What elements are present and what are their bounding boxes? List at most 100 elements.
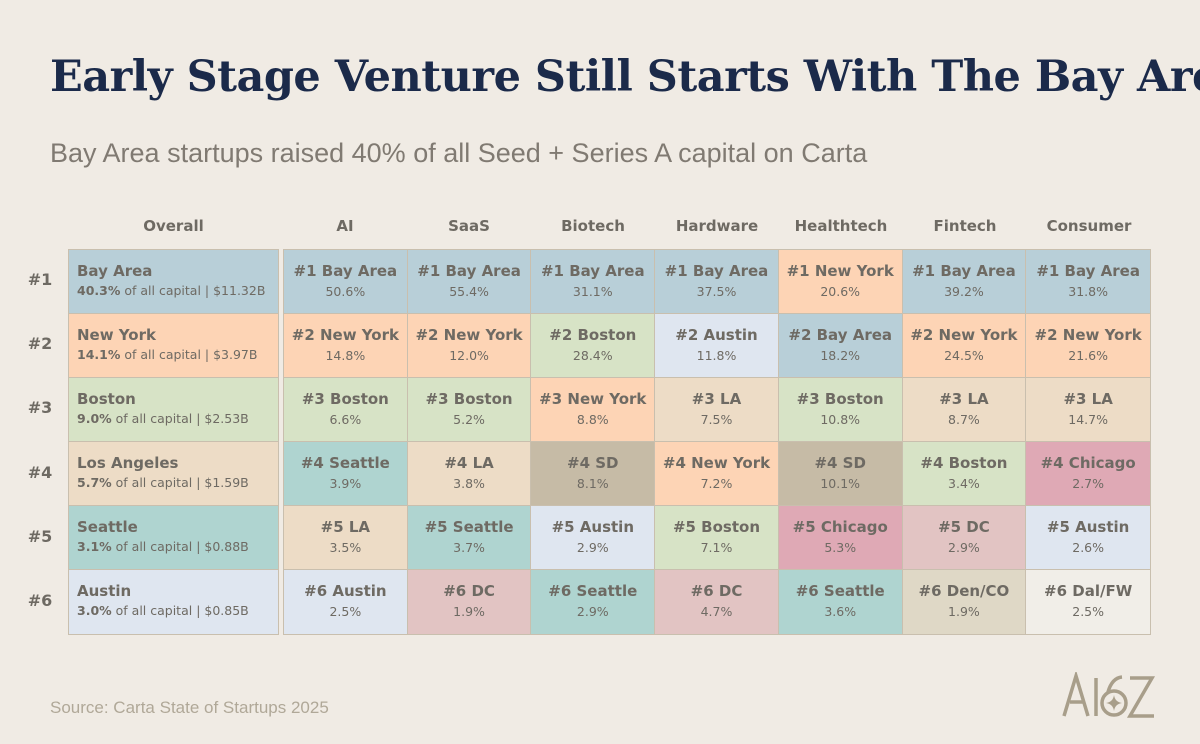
ranking-cell: #6 DC 1.9% [407, 570, 532, 634]
capital-share: 40.3% of all capital | $11.32B [77, 283, 278, 298]
ranking-label: #5 Seattle [424, 518, 514, 536]
ranking-value: 2.9% [948, 540, 980, 555]
ranking-cell: #4 Seattle 3.9% [284, 442, 408, 506]
city-name: Bay Area [77, 262, 153, 280]
share-detail: of all capital | $0.88B [111, 539, 249, 554]
ranking-cell: #4 Boston 3.4% [902, 442, 1027, 506]
ranking-value: 8.7% [948, 412, 980, 427]
ranking-cell: #5 Chicago 5.3% [778, 506, 903, 570]
ranking-value: 14.8% [325, 348, 366, 363]
ranking-label: #6 Austin [304, 582, 387, 600]
ranking-label: #1 Bay Area [664, 262, 769, 280]
overall-cell: Boston 9.0% of all capital | $2.53B [69, 378, 278, 442]
ranking-value: 8.8% [576, 412, 609, 427]
ranking-value: 7.2% [700, 476, 733, 491]
column-header-fintech: Fintech [933, 217, 997, 235]
ranking-cell: #5 Seattle 3.7% [407, 506, 532, 570]
rank-label: #5 [27, 526, 53, 546]
share-detail: of all capital | $0.85B [111, 603, 249, 618]
ranking-label: #1 Bay Area [1036, 262, 1140, 280]
ranking-label: #3 Boston [796, 390, 884, 408]
ranking-value: 3.4% [948, 476, 980, 491]
ranking-cell: #2 Austin 11.8% [655, 314, 779, 378]
ranking-value: 2.9% [576, 604, 609, 619]
city-name: Boston [77, 390, 136, 408]
page-subtitle: Bay Area startups raised 40% of all Seed… [50, 138, 868, 168]
ranking-cell: #1 Bay Area 55.4% [407, 250, 532, 314]
ranking-cell: #1 Bay Area 31.1% [531, 250, 656, 314]
column-header-hardware: Hardware [675, 217, 759, 235]
ranking-label: #1 Bay Area [540, 262, 645, 280]
capital-share: 5.7% of all capital | $1.59B [77, 475, 278, 490]
city-name: Austin [77, 582, 132, 600]
ranking-label: #4 Chicago [1040, 454, 1136, 472]
ranking-cell: #5 Boston 7.1% [655, 506, 779, 570]
share-percent: 5.7% [77, 475, 112, 490]
ranking-label: #4 Boston [920, 454, 1008, 472]
overall-cell: New York 14.1% of all capital | $3.97B [69, 314, 278, 378]
ranking-label: #1 Bay Area [293, 262, 398, 280]
ranking-value: 20.6% [820, 284, 861, 299]
ranking-cell: #2 New York 14.8% [284, 314, 408, 378]
ranking-value: 1.9% [948, 604, 980, 619]
ranking-value: 10.8% [820, 412, 861, 427]
column-header-overall: Overall [143, 217, 204, 235]
ranking-label: #5 LA [320, 518, 371, 536]
ranking-label: #4 New York [662, 454, 771, 472]
ranking-cell: #1 New York 20.6% [778, 250, 903, 314]
ranking-cell: #6 Seattle 3.6% [778, 570, 903, 634]
ranking-value: 5.3% [824, 540, 857, 555]
ranking-value: 31.8% [1068, 284, 1108, 299]
ranking-label: #1 Bay Area [912, 262, 1016, 280]
capital-share: 9.0% of all capital | $2.53B [77, 411, 278, 426]
overall-cell: Bay Area 40.3% of all capital | $11.32B [69, 250, 278, 314]
ranking-value: 28.4% [572, 348, 613, 363]
ranking-value: 2.9% [576, 540, 609, 555]
ranking-label: #4 LA [444, 454, 494, 472]
ranking-cell: #3 LA 8.7% [902, 378, 1027, 442]
ranking-value: 18.2% [820, 348, 861, 363]
ranking-value: 2.5% [1072, 604, 1105, 619]
ranking-cell: #2 New York 12.0% [407, 314, 532, 378]
column-header-biotech: Biotech [561, 217, 625, 235]
ranking-cell: #1 Bay Area 31.8% [1026, 250, 1150, 314]
ranking-cell: #4 New York 7.2% [655, 442, 779, 506]
ranking-cell: #6 Den/CO 1.9% [902, 570, 1027, 634]
ranking-label: #3 New York [539, 390, 647, 408]
share-percent: 40.3% [77, 283, 121, 298]
ranking-value: 3.5% [329, 540, 362, 555]
ranking-value: 31.1% [572, 284, 613, 299]
ranking-label: #3 LA [691, 390, 742, 408]
share-detail: of all capital | $1.59B [111, 475, 249, 490]
ranking-label: #3 Boston [425, 390, 513, 408]
ranking-cell: #2 Bay Area 18.2% [778, 314, 903, 378]
ranking-cell: #6 Austin 2.5% [284, 570, 408, 634]
capital-share: 14.1% of all capital | $3.97B [77, 347, 278, 362]
ranking-value: 21.6% [1068, 348, 1108, 363]
ranking-label: #5 Chicago [792, 518, 888, 536]
ranking-value: 14.7% [1068, 412, 1108, 427]
ranking-label: #2 New York [910, 326, 1018, 344]
ranking-value: 12.0% [449, 348, 489, 363]
share-percent: 3.0% [77, 603, 112, 618]
ranking-cell: #5 Austin 2.9% [531, 506, 656, 570]
ranking-label: #6 Den/CO [918, 582, 1010, 600]
rank-label: #4 [27, 462, 53, 482]
overall-cell: Austin 3.0% of all capital | $0.85B [69, 570, 278, 634]
ranking-label: #3 LA [1063, 390, 1113, 408]
rank-label: #2 [27, 334, 53, 354]
ranking-label: #6 Dal/FW [1044, 582, 1133, 600]
ranking-cell: #3 New York 8.8% [531, 378, 656, 442]
share-detail: of all capital | $3.97B [120, 347, 258, 362]
city-name: New York [77, 326, 156, 344]
ranking-cell: #3 LA 14.7% [1026, 378, 1150, 442]
ranking-label: #4 Seattle [300, 454, 390, 472]
column-header-consumer: Consumer [1046, 217, 1132, 235]
ranking-label: #5 Boston [672, 518, 761, 536]
ranking-value: 1.9% [453, 604, 485, 619]
sector-ranking-grid: #1 Bay Area 50.6% #1 Bay Area 55.4% #1 Bay A… [283, 249, 1151, 635]
ranking-value: 7.1% [700, 540, 733, 555]
a16z-logo [1062, 669, 1157, 724]
ranking-cell: #4 LA 3.8% [407, 442, 532, 506]
share-percent: 9.0% [77, 411, 112, 426]
